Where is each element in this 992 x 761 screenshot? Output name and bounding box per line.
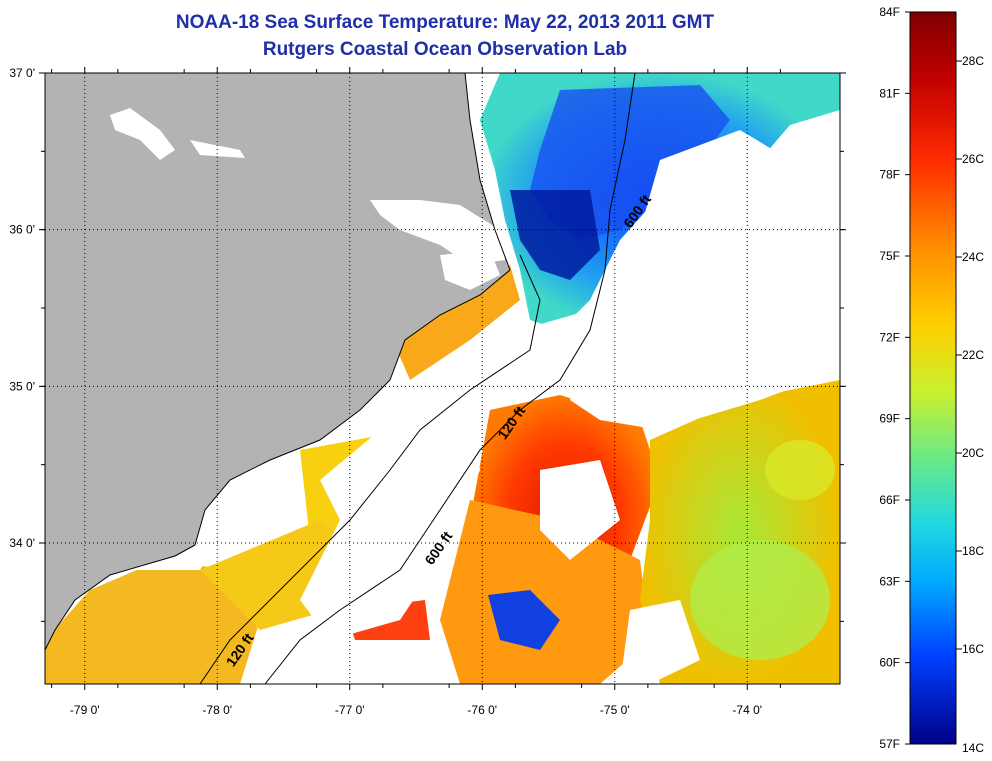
sst-green-swirl [690, 540, 830, 660]
lat-tick-label: 37 0' [9, 66, 35, 80]
lon-tick-label: -74 0' [732, 703, 762, 717]
sst-nearshore-band [395, 265, 520, 380]
cloud-mask [570, 200, 840, 430]
colorbar-c-label: 22C [962, 348, 984, 362]
colorbar-c-label: 26C [962, 152, 984, 166]
cloud-mask [640, 130, 790, 240]
colorbar-c-label: 16C [962, 642, 984, 656]
colorbar-c-label: 20C [962, 446, 984, 460]
sound [110, 108, 175, 160]
sst-field [45, 73, 840, 684]
sst-cold-patch [488, 590, 560, 650]
lon-tick-label: -76 0' [467, 703, 497, 717]
lon-tick-label: -75 0' [600, 703, 630, 717]
colorbar-f-label: 81F [879, 86, 900, 100]
cloud-mask [620, 600, 700, 684]
map-border [44, 72, 841, 685]
map-subtitle: Rutgers Coastal Ocean Observation Lab [262, 39, 628, 60]
colorbar-f-label: 72F [879, 330, 900, 344]
sound [440, 250, 500, 290]
lon-tick-label: -78 0' [202, 703, 232, 717]
sst-green-swirl2 [765, 440, 835, 500]
colorbar-f-label: 84F [879, 5, 900, 19]
colorbar-f-label: 78F [879, 168, 900, 182]
coastline [45, 73, 511, 651]
map-title: NOAA-18 Sea Surface Temperature: May 22,… [175, 12, 715, 33]
lat-tick-label: 34 0' [9, 536, 35, 550]
colorbar-c-label: 28C [962, 54, 984, 68]
lat-tick-label: 36 0' [9, 223, 35, 237]
colorbar-c-label: 18C [962, 544, 984, 558]
colorbar-f-label: 63F [879, 574, 900, 588]
colorbar-f-label: 60F [879, 656, 900, 670]
contour-600ft [264, 73, 636, 684]
cloud-mask [300, 400, 480, 640]
sst-shelf-sw [45, 560, 260, 684]
sound [370, 200, 505, 265]
colorbar-f-label: 57F [879, 737, 900, 751]
colorbar-f-label: 66F [879, 493, 900, 507]
colorbar-c-label: 14C [962, 741, 984, 755]
sst-cold-dark-patch [510, 190, 600, 280]
colorbar-f-label: 69F [879, 412, 900, 426]
colorbar-f-label: 75F [879, 249, 900, 263]
contour-120ft [199, 254, 541, 684]
colorbar [909, 11, 957, 745]
sst-warm-south [440, 500, 650, 684]
lon-tick-label: -79 0' [70, 703, 100, 717]
cloud-mask [520, 310, 590, 390]
lat-tick-label: 35 0' [9, 379, 35, 393]
colorbar-c-label: 24C [962, 250, 984, 264]
cloud-mask [540, 460, 620, 560]
lon-tick-label: -77 0' [335, 703, 365, 717]
